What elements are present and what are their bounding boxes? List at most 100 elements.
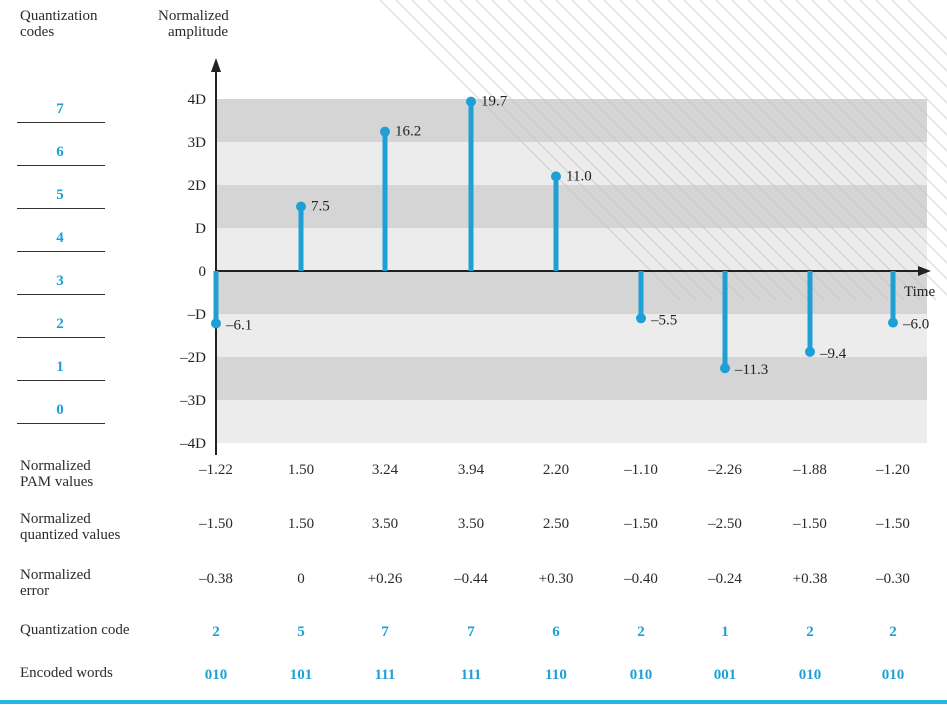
header-line: Quantization [20,8,98,24]
table-cell: –1.50 [624,516,658,532]
axes: Time [211,58,935,455]
table-cell: +0.26 [367,571,403,587]
row-label-line: Normalized [20,567,91,583]
quantization-level-line [17,336,105,338]
table-cell: 010 [881,667,905,683]
row-label: Normalized PAM values [20,458,93,490]
data-label: –11.3 [734,362,768,378]
header-line: codes [20,24,55,40]
hatch-line [891,0,947,56]
hatch-line [411,0,713,300]
table-cell: 6 [552,624,560,640]
quantization-code-label: 1 [56,358,64,375]
hatch-line [843,0,947,104]
sample-point [466,96,476,107]
quantization-level-line [17,121,105,123]
y-tick-label: –4D [179,436,206,452]
row-label: Normalized error [20,567,91,599]
data-label: 19.7 [481,94,508,110]
hatch-line [380,0,681,300]
normalized-amplitude-header: Normalized amplitude [158,8,229,40]
data-label: –9.4 [819,346,847,362]
data-label: 16.2 [395,124,421,140]
amplitude-band [216,142,927,185]
table-cell: 1.50 [287,462,315,478]
hatch-decoration [380,0,947,300]
row-label-line: PAM values [20,474,94,490]
hatch-line [763,0,947,184]
table-cell: 7 [467,624,475,640]
row-label-line: error [20,583,50,599]
sample-stems [211,96,898,374]
pam-chart: Time 4D 3D 2D D 0 –D –2D –3D –4D –6.1 7.5 16.2 19.7… [179,0,947,455]
table-cell: 2.50 [542,516,570,532]
quantization-code-label: 5 [56,186,64,203]
hatch-line [827,0,947,120]
table-cell: –1.88 [793,462,827,478]
table-cell: –0.30 [876,571,910,587]
amplitude-band [216,228,927,271]
table-cell: 2 [637,624,645,640]
x-axis-arrow [918,266,931,276]
y-tick-label: 4D [188,92,207,108]
quantization-code-label: 0 [56,401,64,418]
hatch-line [555,0,857,300]
quantization-level-line [17,250,105,252]
table-cell: +0.30 [538,571,574,587]
table-cell: 0 [297,571,305,587]
quantization-code-label: 2 [56,315,64,332]
hatch-line [443,0,745,300]
amplitude-band [216,271,927,314]
hatch-line [667,0,947,280]
table-cell: 101 [289,667,313,683]
data-label: 11.0 [566,168,592,184]
sample-point [211,318,221,329]
row-label-line: quantized values [20,527,121,543]
hatch-line [859,0,947,88]
y-tick-label: 2D [188,178,207,194]
hatch-line [699,0,947,248]
hatch-line [603,0,905,300]
hatch-line [715,0,947,232]
table-cell: 2 [212,624,220,640]
data-label: –5.5 [650,312,677,328]
y-tick-label: –2D [179,350,206,366]
table-cell: –1.50 [793,516,827,532]
quantization-level-line [17,207,105,209]
table-cell: 3.24 [371,462,399,478]
y-tick-label: D [195,221,206,237]
table-cell: –0.44 [454,571,488,587]
table-cell: 2 [889,624,897,640]
quantization-code-label: 6 [56,143,64,160]
hatch-line [795,0,947,152]
table-cell: 2.20 [542,462,570,478]
table-cell: –0.24 [708,571,742,587]
table-cell: –1.20 [876,462,910,478]
table-cell: 111 [374,667,396,683]
hatch-line [395,0,697,300]
quantization-level-line [17,293,105,295]
table-cell: 3.94 [457,462,485,478]
hatch-line [507,0,809,300]
hatch-line [731,0,947,216]
table-cell: 3.50 [457,516,485,532]
bottom-accent-bar [0,700,947,704]
hatch-line [539,0,841,300]
row-label-line: Normalized [20,458,91,474]
y-axis-arrow [211,58,221,72]
x-axis-label: Time [904,284,935,300]
table-cell: 001 [713,667,737,683]
amplitude-band [216,400,927,443]
sample-point [296,201,306,212]
data-label: –6.0 [902,317,929,333]
hatch-line [779,0,947,168]
quantization-code-label: 4 [56,229,64,246]
hatch-line [811,0,947,136]
header-line: Normalized [158,8,229,24]
y-tick-label: –D [187,307,207,323]
hatch-line [875,0,947,72]
row-label-line: Encoded words [20,665,113,681]
table-cell: 3.50 [371,516,399,532]
table-cell: –1.50 [876,516,910,532]
amplitude-band [216,99,927,142]
